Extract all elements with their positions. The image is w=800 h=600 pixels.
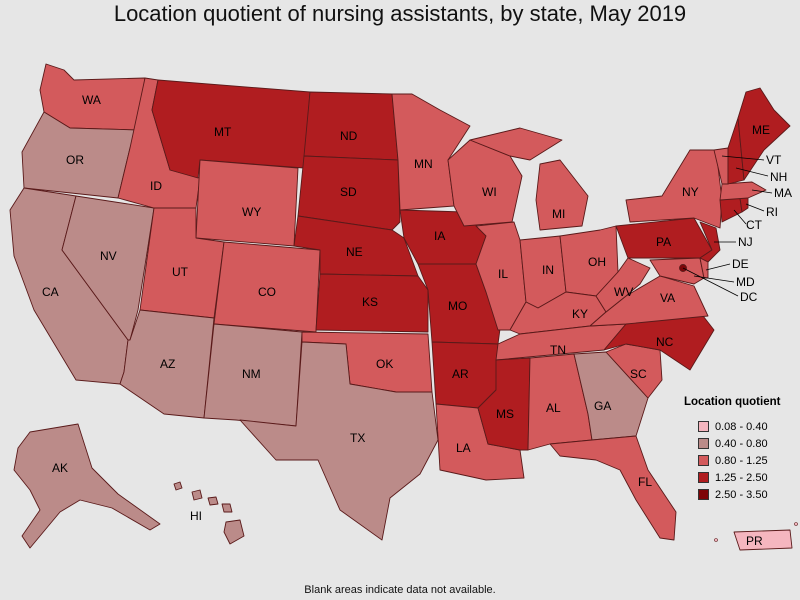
state-label-md: MD [736, 275, 755, 289]
state-label-nv: NV [100, 249, 117, 263]
state-label-mn: MN [414, 157, 433, 171]
state-label-nh: NH [770, 170, 787, 184]
state-label-de: DE [732, 257, 749, 271]
state-tx[interactable] [239, 341, 439, 541]
leader-line-dc [682, 267, 739, 297]
state-label-wv: WV [614, 285, 633, 299]
state-label-ne: NE [346, 245, 363, 259]
state-label-in: IN [542, 263, 554, 277]
state-label-ks: KS [362, 295, 378, 309]
legend-label: 0.80 - 1.25 [715, 454, 768, 467]
state-label-ny: NY [682, 185, 699, 199]
leader-line-ma [751, 189, 773, 194]
pr-islet [794, 522, 798, 526]
legend-item: 0.08 - 0.40 [684, 418, 798, 435]
state-label-ak: AK [52, 461, 68, 475]
legend-swatch [698, 421, 709, 432]
state-me[interactable] [737, 87, 791, 181]
state-ak[interactable] [13, 423, 161, 549]
state-label-tx: TX [350, 431, 365, 445]
leader-line-de [705, 263, 731, 271]
leader-line-ct [733, 209, 747, 225]
state-label-fl: FL [638, 475, 652, 489]
map-title: Location quotient of nursing assistants,… [113, 1, 687, 26]
legend-swatch [698, 489, 709, 500]
state-label-ms: MS [496, 407, 514, 421]
state-label-va: VA [660, 291, 675, 305]
state-label-la: LA [456, 441, 471, 455]
state-label-dc: DC [740, 290, 758, 304]
state-label-nj: NJ [738, 235, 753, 249]
state-label-nd: ND [340, 129, 358, 143]
leader-line-vt [721, 155, 765, 161]
state-label-ct: CT [746, 218, 763, 232]
legend-item: 0.80 - 1.25 [684, 452, 798, 469]
state-label-id: ID [150, 179, 162, 193]
state-label-hi: HI [190, 509, 202, 523]
state-label-ut: UT [172, 265, 189, 279]
legend-label: 0.40 - 0.80 [715, 437, 768, 450]
legend-label: 0.08 - 0.40 [715, 420, 768, 433]
state-label-mt: MT [214, 125, 232, 139]
state-label-co: CO [258, 285, 276, 299]
state-label-ga: GA [594, 399, 611, 413]
legend: Location quotient 0.08 - 0.40 0.40 - 0.8… [684, 396, 798, 503]
legend-swatch [698, 455, 709, 466]
state-label-ky: KY [572, 307, 588, 321]
state-label-or: OR [66, 153, 84, 167]
state-label-sd: SD [340, 185, 357, 199]
legend-label: 1.25 - 2.50 [715, 471, 768, 484]
state-label-wa: WA [82, 93, 101, 107]
state-ma[interactable] [719, 181, 767, 201]
state-label-vt: VT [766, 153, 782, 167]
state-label-oh: OH [588, 255, 606, 269]
state-label-tn: TN [550, 343, 566, 357]
legend-swatch [698, 438, 709, 449]
state-label-wi: WI [482, 185, 497, 199]
state-label-ca: CA [42, 285, 59, 299]
state-pr[interactable] [733, 529, 793, 551]
state-label-sc: SC [630, 367, 647, 381]
legend-item: 1.25 - 2.50 [684, 469, 798, 486]
legend-item: 0.40 - 0.80 [684, 435, 798, 452]
state-label-mo: MO [448, 299, 467, 313]
state-ny[interactable] [625, 149, 723, 229]
legend-swatch [698, 472, 709, 483]
state-ct[interactable] [719, 197, 743, 223]
state-nd[interactable] [303, 91, 399, 161]
state-hi[interactable] [173, 481, 245, 545]
state-label-al: AL [546, 401, 561, 415]
leader-line-nh [735, 167, 769, 177]
pr-islet [714, 538, 718, 542]
state-label-ok: OK [376, 357, 393, 371]
state-label-il: IL [498, 267, 508, 281]
state-label-ri: RI [766, 205, 778, 219]
leader-line-ri [745, 203, 765, 212]
state-label-pr: PR [746, 534, 763, 548]
state-md[interactable] [649, 257, 705, 285]
state-label-ar: AR [452, 367, 469, 381]
state-label-ia: IA [434, 229, 445, 243]
state-wy[interactable] [195, 159, 299, 247]
state-label-ma: MA [774, 186, 792, 200]
state-mi[interactable] [469, 127, 589, 231]
state-label-mi: MI [552, 207, 565, 221]
state-ks[interactable] [315, 273, 429, 333]
legend-item: 2.50 - 3.50 [684, 486, 798, 503]
state-label-me: ME [752, 123, 770, 137]
legend-label: 2.50 - 3.50 [715, 488, 768, 501]
state-fl[interactable] [549, 435, 677, 541]
footnote: Blank areas indicate data not available. [304, 584, 496, 596]
state-label-az: AZ [160, 357, 175, 371]
state-wv[interactable] [595, 257, 651, 313]
state-il[interactable] [475, 221, 527, 331]
state-label-nc: NC [656, 335, 674, 349]
legend-title: Location quotient [684, 396, 781, 408]
state-label-nm: NM [242, 367, 261, 381]
state-sd[interactable] [297, 155, 401, 231]
state-label-pa: PA [656, 235, 671, 249]
state-label-wy: WY [242, 205, 261, 219]
